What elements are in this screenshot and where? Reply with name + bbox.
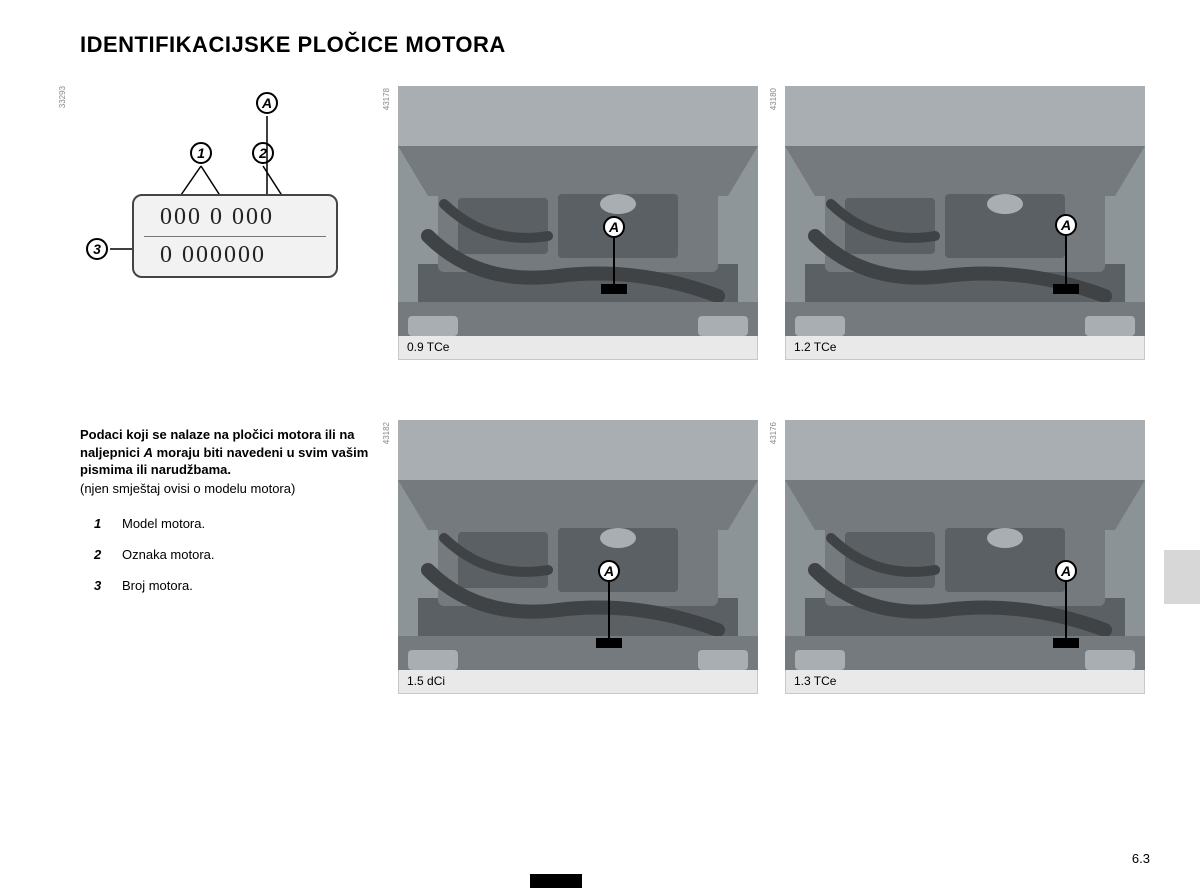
- photo-marker-line: [608, 582, 610, 638]
- bottom-tab: [530, 874, 582, 888]
- engine-art: [398, 420, 758, 670]
- legend-item: 2 Oznaka motora.: [80, 547, 370, 562]
- engine-caption: 1.5 dCi: [398, 670, 758, 694]
- photo-marker-a: A: [598, 560, 620, 582]
- legend-text: Model motora.: [122, 516, 205, 531]
- engine-art: [785, 86, 1145, 336]
- photo-marker-line: [1065, 582, 1067, 638]
- engine-photo: A: [398, 86, 758, 336]
- engine-panel: 43176A1.3 TCe: [785, 420, 1145, 694]
- engine-caption: 1.3 TCe: [785, 670, 1145, 694]
- photo-id: 43180: [769, 88, 778, 110]
- photo-marker-line: [613, 238, 615, 284]
- side-tab: [1164, 550, 1200, 604]
- engine-photo: A: [398, 420, 758, 670]
- description-bold: Podaci koji se nalaze na pločici motora …: [80, 426, 370, 479]
- page-number: 6.3: [1132, 851, 1150, 866]
- photo-id: 43182: [382, 422, 391, 444]
- plate-divider: [144, 236, 326, 237]
- legend-list: 1 Model motora. 2 Oznaka motora. 3 Broj …: [80, 516, 370, 593]
- legend-text: Oznaka motora.: [122, 547, 215, 562]
- legend-text: Broj motora.: [122, 578, 193, 593]
- plate-image-id: 33293: [58, 86, 67, 108]
- desc-em: A: [144, 445, 153, 460]
- legend-item: 1 Model motora.: [80, 516, 370, 531]
- plate-row-1: 000 0 000: [144, 204, 326, 231]
- plate-box: 000 0 000 0 000000: [132, 194, 338, 278]
- plate-indicator: [1053, 284, 1079, 294]
- plate-row-2: 0 000000: [144, 242, 326, 269]
- plate-diagram: 33293 A 1 2 3 000 0 000 0 000000: [80, 86, 370, 286]
- engine-panel: 43178A0.9 TCe: [398, 86, 758, 360]
- engine-caption: 1.2 TCe: [785, 336, 1145, 360]
- left-column: 33293 A 1 2 3 000 0 000 0 000000: [80, 86, 370, 694]
- engine-photo: A: [785, 86, 1145, 336]
- photo-id: 43178: [382, 88, 391, 110]
- photo-marker-line: [1065, 236, 1067, 284]
- engine-art: [785, 420, 1145, 670]
- engine-panel: 43180A1.2 TCe: [785, 86, 1145, 360]
- plate-indicator: [1053, 638, 1079, 648]
- legend-num: 2: [94, 547, 108, 562]
- plate-indicator: [601, 284, 627, 294]
- description-note: (njen smještaj ovisi o modelu motora): [80, 481, 370, 496]
- photo-id: 43176: [769, 422, 778, 444]
- plate-indicator: [596, 638, 622, 648]
- legend-num: 3: [94, 578, 108, 593]
- photo-marker-a: A: [1055, 560, 1077, 582]
- engine-caption: 0.9 TCe: [398, 336, 758, 360]
- content-row: 33293 A 1 2 3 000 0 000 0 000000: [80, 86, 1150, 694]
- legend-item: 3 Broj motora.: [80, 578, 370, 593]
- photo-marker-a: A: [603, 216, 625, 238]
- photo-marker-a: A: [1055, 214, 1077, 236]
- engine-art: [398, 86, 758, 336]
- engine-photo: A: [785, 420, 1145, 670]
- engine-panel: 43182A1.5 dCi: [398, 420, 758, 694]
- right-column: 43178A0.9 TCe43180A1.2 TCe43182A1.5 dCi4…: [398, 86, 1150, 694]
- legend-num: 1: [94, 516, 108, 531]
- page-title: IDENTIFIKACIJSKE PLOČICE MOTORA: [80, 32, 1150, 58]
